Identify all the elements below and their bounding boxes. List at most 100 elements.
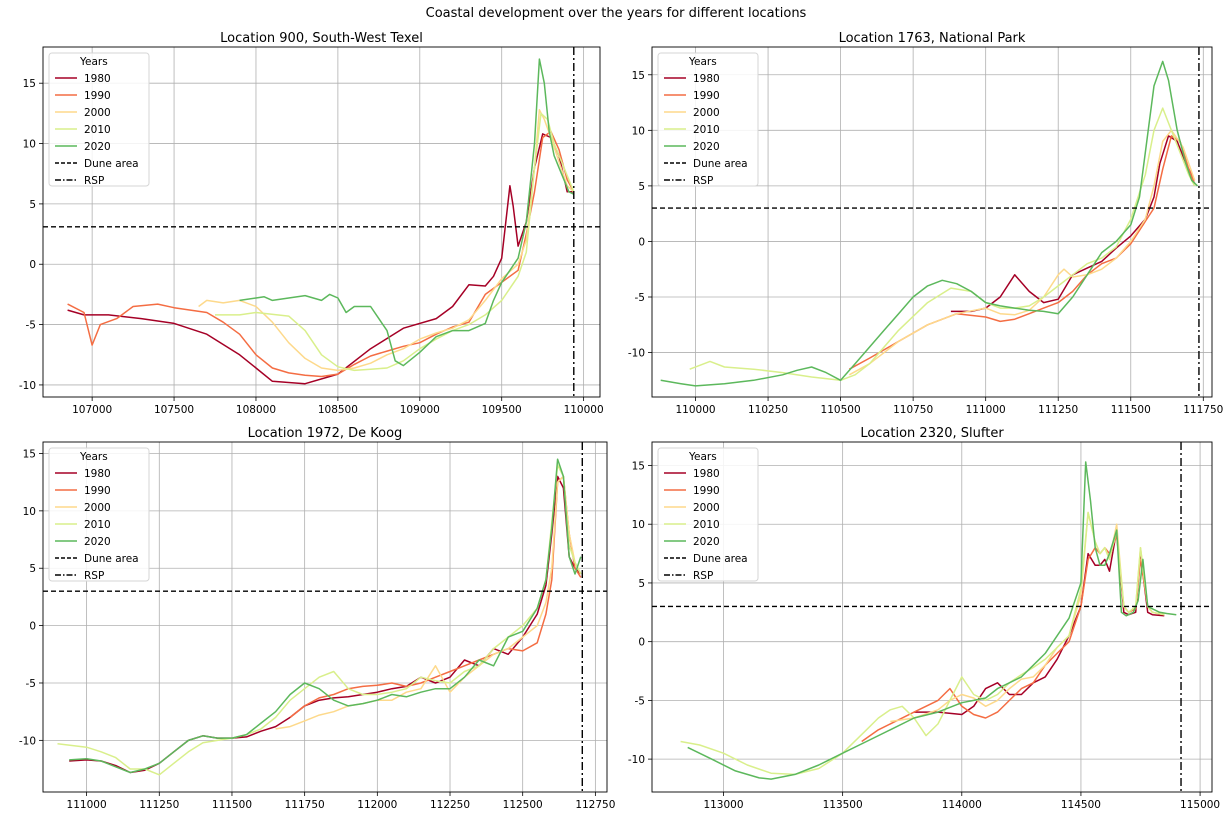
series-group <box>43 47 600 397</box>
legend-label: 1980 <box>693 468 720 480</box>
series-line-2000 <box>890 511 1165 723</box>
x-tick-label: 110250 <box>748 404 788 416</box>
x-tick-label: 111500 <box>212 799 252 811</box>
legend-label: 2000 <box>84 502 111 514</box>
y-tick-label: 0 <box>638 637 645 649</box>
x-tick-label: 111500 <box>1111 404 1151 416</box>
x-tick-label: 111250 <box>139 799 179 811</box>
series-line-2010 <box>689 107 1196 382</box>
subplot-3: Location 1972, De Koog 111000 111250 111500… <box>19 426 616 811</box>
legend-box <box>657 52 759 187</box>
y-tick-label: 10 <box>632 519 645 531</box>
legend-box <box>48 52 150 187</box>
legend-label: RSP <box>693 570 713 582</box>
subplot-title: Location 1763, National Park <box>839 31 1026 46</box>
legend-label: 1980 <box>84 73 111 85</box>
legend-label: 1990 <box>693 90 720 102</box>
subplot-title: Location 2320, Slufter <box>860 426 1004 441</box>
axes-frame <box>651 46 1213 398</box>
x-tick-label: 108500 <box>318 404 358 416</box>
legend-label: 1990 <box>84 90 111 102</box>
legend-title: Years <box>79 451 108 463</box>
y-tick-label: -5 <box>26 678 36 690</box>
x-tick-label: 109000 <box>400 404 440 416</box>
legend-label: 1980 <box>84 468 111 480</box>
x-tick-label: 110500 <box>821 404 861 416</box>
y-tick-label: 5 <box>29 563 36 575</box>
y-tick-label: 10 <box>632 125 645 137</box>
series-group <box>652 442 1212 792</box>
subplot-2: Location 1763, National Park 110000 110250… <box>628 31 1223 416</box>
legend-label: 2020 <box>84 536 111 548</box>
legend-label: 2010 <box>693 519 720 531</box>
x-tick-label: 112750 <box>575 799 615 811</box>
legend-label: RSP <box>693 175 713 187</box>
legend: Years 1980 1990 2000 2010 2020 Dune area RSP <box>657 447 759 582</box>
x-tick-label: 111250 <box>1038 404 1078 416</box>
legend-label: 2020 <box>693 536 720 548</box>
y-tick-label: 0 <box>638 236 645 248</box>
y-tick-label: 5 <box>29 199 36 211</box>
x-tick-label: 111000 <box>966 404 1006 416</box>
series-line-2010 <box>215 112 575 372</box>
y-tick-label: 10 <box>23 506 36 518</box>
subplot-4: Location 2320, Slufter 113000 113500 114000… <box>628 426 1220 811</box>
x-tick-label: 111000 <box>67 799 107 811</box>
subplot-title: Location 1972, De Koog <box>248 426 403 441</box>
x-tick-label: 112250 <box>430 799 470 811</box>
x-tick-label: 114500 <box>1061 799 1101 811</box>
legend-label: 2010 <box>84 124 111 136</box>
legend-label: 2010 <box>84 519 111 531</box>
legend-label: 2020 <box>693 141 720 153</box>
legend-box <box>657 447 759 582</box>
legend-label: 1990 <box>84 485 111 497</box>
y-tick-label: -5 <box>26 320 36 332</box>
x-tick-label: 108000 <box>236 404 276 416</box>
y-tick-label: 15 <box>23 78 36 90</box>
y-tick-label: 15 <box>632 460 645 472</box>
legend-label: 2000 <box>693 502 720 514</box>
series-line-2010 <box>680 511 1165 776</box>
legend: Years 1980 1990 2000 2010 2020 Dune area RSP <box>48 447 150 582</box>
legend-label: Dune area <box>84 158 139 170</box>
y-tick-label: -10 <box>628 348 645 360</box>
y-tick-label: 15 <box>632 70 645 82</box>
x-tick-label: 111750 <box>1183 404 1223 416</box>
y-tick-label: 5 <box>638 578 645 590</box>
x-tick-label: 110750 <box>893 404 933 416</box>
legend-label: 2000 <box>84 107 111 119</box>
axes-frame <box>42 46 601 398</box>
x-tick-label: 111750 <box>285 799 325 811</box>
subplot-1: Location 900, South-West Texel 107000 1075… <box>19 31 604 416</box>
x-tick-label: 112500 <box>503 799 543 811</box>
series-line-2020 <box>660 60 1199 387</box>
legend-label: 1990 <box>693 485 720 497</box>
legend-label: Dune area <box>693 553 748 565</box>
legend-label: 2010 <box>693 124 720 136</box>
y-tick-label: -5 <box>635 695 645 707</box>
y-tick-label: 0 <box>29 621 36 633</box>
legend-title: Years <box>79 56 108 68</box>
y-tick-label: 5 <box>638 181 645 193</box>
legend-title: Years <box>688 451 717 463</box>
legend-label: Dune area <box>693 158 748 170</box>
x-tick-label: 113000 <box>703 799 743 811</box>
y-tick-label: -10 <box>628 754 645 766</box>
series-line-2020 <box>69 458 582 774</box>
legend-label: RSP <box>84 175 104 187</box>
legend-label: 2020 <box>84 141 111 153</box>
y-tick-label: 15 <box>23 448 36 460</box>
series-line-2020 <box>687 461 1177 780</box>
legend-label: Dune area <box>84 553 139 565</box>
x-tick-label: 107000 <box>72 404 112 416</box>
legend-label: 2000 <box>693 107 720 119</box>
x-tick-label: 110000 <box>564 404 604 416</box>
legend-box <box>48 447 150 582</box>
axes-frame <box>651 441 1213 793</box>
x-tick-label: 115000 <box>1180 799 1220 811</box>
y-tick-label: 10 <box>23 139 36 151</box>
subplot-title: Location 900, South-West Texel <box>220 31 423 46</box>
legend: Years 1980 1990 2000 2010 2020 Dune area RSP <box>657 52 759 187</box>
series-line-2020 <box>239 58 575 367</box>
